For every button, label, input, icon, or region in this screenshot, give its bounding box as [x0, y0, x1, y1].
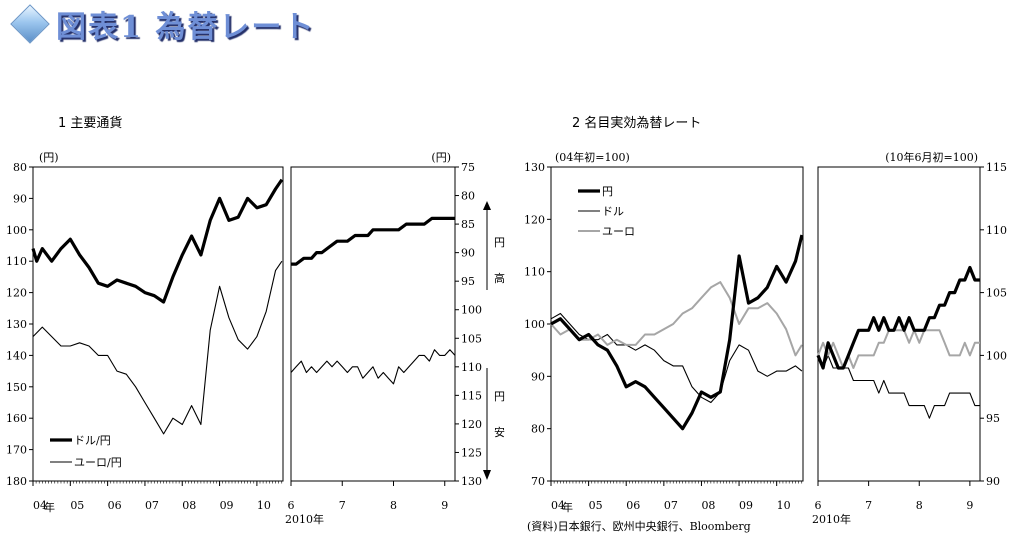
- y-tick-label: 110: [6, 255, 27, 268]
- plot-frame-neer-long: [550, 166, 804, 482]
- y-tick-label: 75: [461, 161, 475, 174]
- y-tick-label: 100: [6, 224, 27, 237]
- legend-label: 円: [602, 185, 613, 198]
- y-tick-label: 105: [461, 332, 482, 345]
- annotation-yen-weak: 安: [494, 425, 505, 439]
- y-tick-label: 130: [524, 161, 545, 174]
- y-tick-label: 95: [986, 412, 1000, 425]
- legend-label: ユーロ/円: [74, 456, 122, 469]
- x-tick-label: 8: [390, 499, 397, 512]
- y-tick-label: 100: [461, 304, 482, 317]
- y-unit-label: (10年6月初=100): [885, 150, 978, 164]
- y-tick-label: 130: [6, 318, 27, 331]
- series-line-ユーロ: [817, 329, 980, 369]
- series-line-ユーロ/円: [290, 349, 456, 385]
- series-line-ドル: [550, 312, 803, 404]
- series-line-ドル/円: [291, 216, 455, 266]
- x-tick-label: 10: [777, 499, 791, 512]
- y-unit-label: (04年初=100): [555, 150, 630, 164]
- series-line-円: [550, 234, 804, 431]
- y-tick-label: 105: [986, 287, 1007, 300]
- y-tick-label: 70: [531, 475, 545, 488]
- page-title-block: 図表1 為替レート: [6, 2, 315, 46]
- x-tick-label: 6: [815, 499, 822, 512]
- x-tick-label: 06: [626, 499, 640, 512]
- plot-frame-neer-recent: [817, 166, 981, 482]
- y-tick-label: 115: [461, 389, 482, 402]
- y-tick-label: 150: [6, 381, 27, 394]
- x-tick-label: 8: [916, 499, 923, 512]
- y-tick-label: 90: [986, 475, 1000, 488]
- y-tick-label: 140: [6, 349, 27, 362]
- y-tick-label: 80: [531, 423, 545, 436]
- x-year-label: 2010年: [812, 512, 851, 526]
- y-tick-label: 160: [6, 412, 27, 425]
- series-line-ユーロ/円: [32, 260, 283, 435]
- legend-label: ドル/円: [74, 434, 111, 447]
- y-tick-label: 95: [461, 275, 475, 288]
- y-tick-label: 130: [461, 475, 482, 488]
- y-tick-label: 90: [13, 192, 27, 205]
- x-tick-label: 08: [182, 499, 196, 512]
- annotation-yen-strong: 高: [494, 271, 505, 285]
- panel-heading-major-currencies: 1 主要通貨: [58, 116, 123, 131]
- down-arrow-icon: [483, 470, 491, 480]
- x-tick-label: 05: [589, 499, 603, 512]
- series-line-ユーロ: [550, 281, 803, 357]
- annotation-yen-strong: 円: [494, 236, 505, 249]
- y-tick-label: 80: [13, 161, 27, 174]
- x-year-suffix: 年: [44, 500, 55, 514]
- x-tick-label: 04: [33, 499, 47, 512]
- y-tick-label: 90: [461, 247, 475, 260]
- x-tick-label: 07: [664, 499, 678, 512]
- plot-frame-major-long: [32, 166, 284, 482]
- series-line-円: [816, 265, 980, 370]
- x-tick-label: 6: [288, 499, 295, 512]
- y-tick-label: 110: [461, 361, 482, 374]
- y-tick-label: 115: [986, 161, 1007, 174]
- up-arrow-icon: [483, 201, 491, 210]
- x-tick-label: 10: [257, 499, 271, 512]
- x-tick-label: 9: [441, 499, 448, 512]
- x-tick-label: 07: [145, 499, 159, 512]
- panel-heading-effective-rate: 2 名目実効為替レート: [572, 116, 702, 131]
- y-tick-label: 100: [524, 318, 545, 331]
- y-tick-label: 120: [6, 287, 27, 300]
- y-tick-label: 180: [6, 475, 27, 488]
- annotation-yen-weak: 円: [494, 390, 505, 403]
- legend-label: ドル: [602, 205, 624, 218]
- y-tick-label: 90: [531, 370, 545, 383]
- source-note: (資料)日本銀行、欧州中央銀行、Bloomberg: [527, 520, 751, 533]
- y-tick-label: 170: [6, 444, 27, 457]
- x-tick-label: 7: [865, 499, 872, 512]
- y-tick-label: 110: [986, 224, 1007, 237]
- x-tick-label: 09: [739, 499, 753, 512]
- plot-frame-major-recent: [290, 166, 456, 482]
- page-title: 図表1 為替レート: [56, 10, 316, 45]
- x-year-label: 2010年: [285, 512, 324, 526]
- y-tick-label: 125: [461, 446, 482, 459]
- y-tick-label: 80: [461, 190, 475, 203]
- x-tick-label: 08: [701, 499, 715, 512]
- x-year-suffix: 年: [562, 500, 573, 514]
- x-tick-label: 05: [70, 499, 84, 512]
- y-tick-label: 100: [986, 349, 1007, 362]
- y-tick-label: 85: [461, 218, 475, 231]
- y-tick-label: 120: [524, 213, 545, 226]
- series-line-ドル/円: [31, 178, 284, 304]
- legend-label: ユーロ: [602, 225, 635, 238]
- x-tick-label: 06: [108, 499, 122, 512]
- x-tick-label: 04: [551, 499, 565, 512]
- x-tick-label: 9: [966, 499, 973, 512]
- y-tick-label: 120: [461, 418, 482, 431]
- y-tick-label: 110: [524, 266, 545, 279]
- x-tick-label: 7: [339, 499, 346, 512]
- x-tick-label: 09: [220, 499, 234, 512]
- y-unit-label: (円): [39, 151, 59, 164]
- y-unit-label: (円): [431, 151, 451, 164]
